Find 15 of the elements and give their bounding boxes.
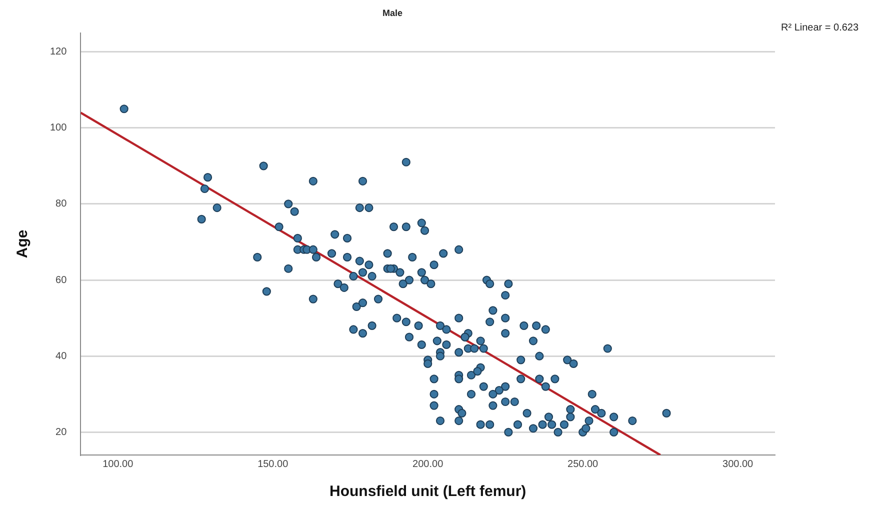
chart-title: Male — [382, 8, 403, 18]
x-tick-label: 300.00 — [722, 458, 754, 470]
x-tick-label: 150.00 — [258, 458, 289, 470]
x-tick-label: 100.00 — [102, 458, 134, 470]
y-axis-title: Age — [14, 230, 32, 258]
y-tick-label: 60 — [56, 274, 68, 286]
y-tick-label: 40 — [56, 350, 68, 362]
text: R² Linear = 0.623 — [781, 22, 859, 34]
y-tick-label: 100 — [50, 122, 68, 134]
y-tick-label: 120 — [50, 46, 68, 58]
y-tick-label: 80 — [56, 198, 68, 210]
y-tick-label: 20 — [56, 426, 68, 438]
x-axis-title: Hounsfield unit (Left femur) — [330, 483, 526, 500]
x-tick-label: 200.00 — [412, 458, 444, 470]
x-tick-label: 250.00 — [568, 458, 599, 470]
